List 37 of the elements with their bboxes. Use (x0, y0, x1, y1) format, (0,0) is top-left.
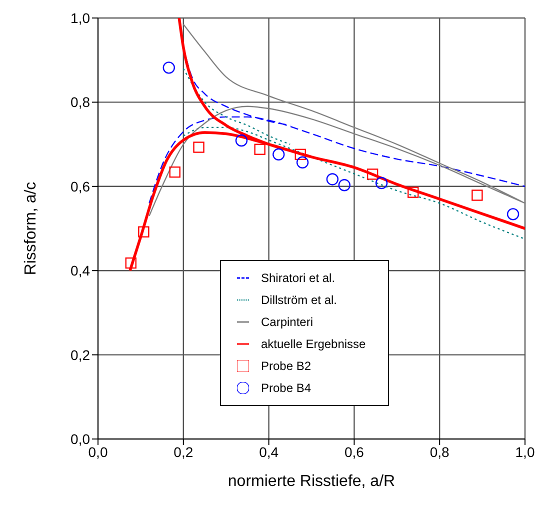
point (254, 144, 266, 155)
point (169, 166, 180, 178)
point (272, 148, 285, 161)
point (375, 176, 388, 190)
point (366, 168, 378, 180)
point (506, 208, 520, 220)
y-axis-title: Rissform, a/c (22, 182, 40, 276)
y-tick-label: 0,6 (70, 178, 90, 194)
point (326, 173, 339, 186)
x-tick-label: 0,8 (430, 444, 450, 460)
legend-label: Probe B2 (261, 359, 312, 373)
legend-label: Dillström et al. (261, 293, 338, 307)
point (472, 190, 483, 201)
point (294, 148, 306, 160)
point (138, 226, 150, 238)
point (408, 186, 419, 198)
point (162, 62, 175, 74)
point (296, 156, 309, 169)
x-tick-label: 0,0 (88, 444, 108, 460)
legend-label: Probe B4 (261, 381, 312, 395)
y-tick-label: 0,2 (70, 346, 90, 363)
x-tick-label: 0,4 (259, 444, 279, 460)
point (338, 179, 350, 192)
legend-label: aktuelle Ergebnisse (261, 337, 366, 351)
point (235, 134, 248, 147)
y-tick-label: 0,4 (70, 262, 90, 279)
y-tick-label: 0,0 (70, 430, 90, 447)
legend-label: Carpinteri (261, 315, 314, 329)
legend-label: Shiratori et al. (261, 271, 336, 285)
x-axis-title: normierte Risstiefe, a/R (228, 473, 396, 490)
x-tick-label: 0,2 (174, 444, 194, 460)
point (125, 257, 136, 269)
y-tick-label: 1,0 (70, 10, 90, 26)
y-tick-label: 0,8 (70, 94, 90, 110)
x-tick-label: 0,6 (344, 444, 364, 460)
point (193, 142, 204, 153)
x-tick-label: 1,0 (515, 444, 535, 460)
